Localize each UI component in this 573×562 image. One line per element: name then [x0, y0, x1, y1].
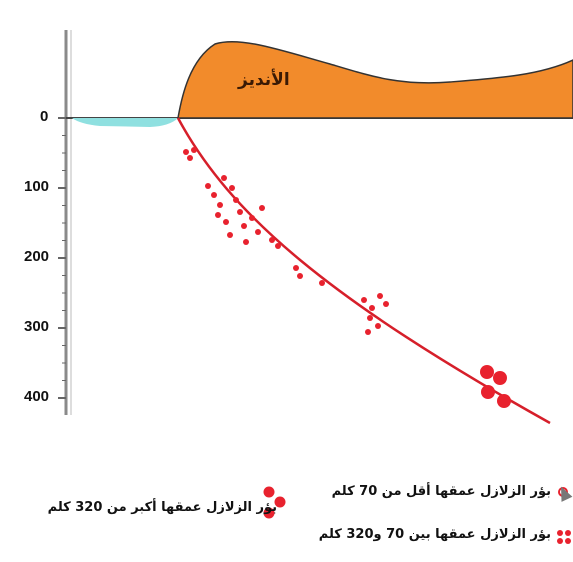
earthquake-focus — [223, 219, 229, 225]
earthquake-focus — [217, 202, 223, 208]
deep-earthquake-focus — [497, 394, 511, 408]
earthquake-focus — [229, 185, 235, 191]
earthquake-focus — [369, 305, 375, 311]
earthquake-focus — [233, 197, 239, 203]
ocean-water — [72, 118, 178, 127]
earthquake-focus — [187, 155, 193, 161]
earthquake-focus — [183, 149, 189, 155]
legend-intermediate-icon — [557, 538, 563, 544]
earthquake-focus — [255, 229, 261, 235]
earthquake-focus — [319, 280, 325, 286]
legend-deep-text: بؤر الزلازل عمقها أكبر من 320 كلم — [47, 500, 277, 515]
legend-shallow-text: بؤر الزلازل عمقها أقل من 70 كلم — [331, 484, 551, 499]
depth-tick-label: 0 — [40, 108, 49, 125]
earthquake-focus — [365, 329, 371, 335]
earthquake-focus — [243, 239, 249, 245]
earthquake-focus — [237, 209, 243, 215]
earthquake-focus — [241, 223, 247, 229]
earthquake-focus — [191, 147, 197, 153]
legend-shallow-icon — [558, 487, 568, 497]
legend-intermediate-icon — [565, 538, 571, 544]
earthquake-focus — [205, 183, 211, 189]
mountain-label: الأنديز — [238, 70, 290, 90]
earthquake-foci — [183, 147, 511, 408]
earthquake-focus — [361, 297, 367, 303]
axis-ticks — [58, 117, 66, 399]
deep-earthquake-focus — [480, 365, 494, 379]
legend-markers — [263, 486, 571, 544]
earthquake-focus — [293, 265, 299, 271]
earthquake-focus — [375, 323, 381, 329]
depth-tick-label: 200 — [24, 248, 50, 265]
earthquake-focus — [275, 243, 281, 249]
depth-tick-label: 400 — [24, 388, 50, 405]
earthquake-focus — [249, 215, 255, 221]
earthquake-focus — [259, 205, 265, 211]
depth-tick-label: 100 — [24, 178, 50, 195]
earthquake-focus — [227, 232, 233, 238]
andes-mountain — [177, 40, 573, 119]
earthquake-focus — [269, 237, 275, 243]
subduction-slab-line — [176, 117, 551, 425]
legend-intermediate-icon — [565, 530, 571, 536]
legend-intermediate-text: بؤر الزلازل عمقها بين 70 و320 كلم — [318, 527, 551, 542]
legend-intermediate-icon — [557, 530, 563, 536]
depth-tick-label: 300 — [24, 318, 50, 335]
deep-earthquake-focus — [493, 371, 507, 385]
deep-earthquake-focus — [481, 385, 495, 399]
earthquake-focus — [297, 273, 303, 279]
legend-deep-icon — [274, 496, 286, 508]
earthquake-focus — [211, 192, 217, 198]
legend-deep-icon — [263, 507, 275, 519]
earthquake-focus — [221, 175, 227, 181]
earthquake-focus — [383, 301, 389, 307]
earthquake-focus — [377, 293, 383, 299]
earthquake-focus — [367, 315, 373, 321]
legend-deep-icon — [263, 486, 275, 498]
earthquake-focus — [215, 212, 221, 218]
